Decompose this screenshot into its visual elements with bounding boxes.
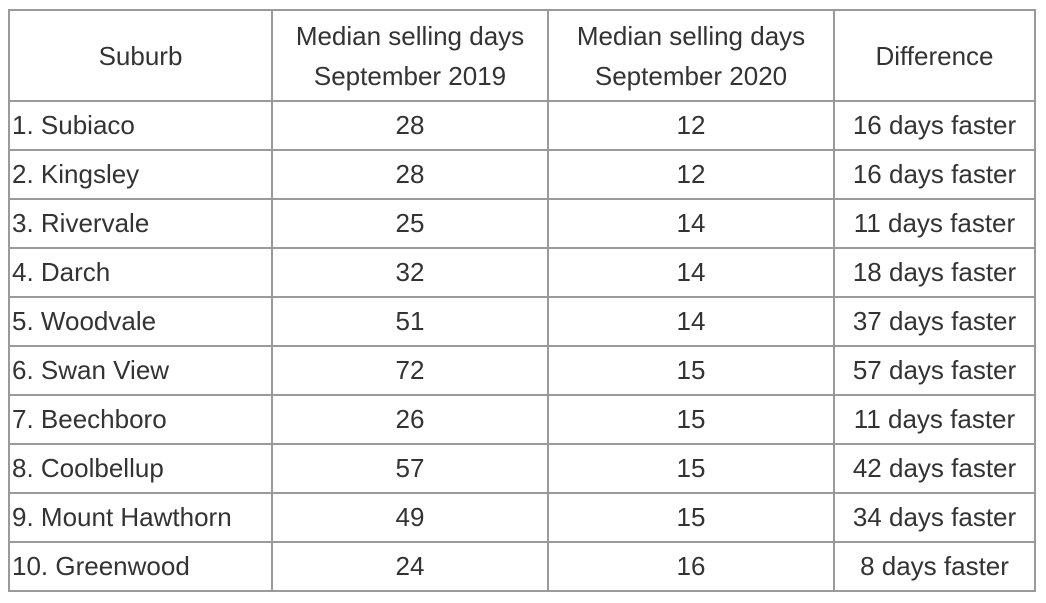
table-row: 3. Rivervale 25 14 11 days faster xyxy=(8,198,1036,249)
cell-suburb: 7. Beechboro xyxy=(8,394,273,445)
table-row: 4. Darch 32 14 18 days faster xyxy=(8,247,1036,298)
cell-suburb: 4. Darch xyxy=(8,247,273,298)
cell-days-2020: 15 xyxy=(547,394,835,445)
cell-days-2019: 32 xyxy=(271,247,549,298)
cell-days-2019: 26 xyxy=(271,394,549,445)
table-row: 2. Kingsley 28 12 16 days faster xyxy=(8,149,1036,200)
table-row: 7. Beechboro 26 15 11 days faster xyxy=(8,394,1036,445)
header-days-2020: Median selling days September 2020 xyxy=(547,9,835,102)
table-row: 5. Woodvale 51 14 37 days faster xyxy=(8,296,1036,347)
cell-days-2020: 15 xyxy=(547,492,835,543)
cell-days-2019: 25 xyxy=(271,198,549,249)
cell-days-2019: 51 xyxy=(271,296,549,347)
cell-days-2019: 57 xyxy=(271,443,549,494)
table-row: 1. Subiaco 28 12 16 days faster xyxy=(8,100,1036,151)
table-row: 10. Greenwood 24 16 8 days faster xyxy=(8,541,1036,592)
cell-suburb: 5. Woodvale xyxy=(8,296,273,347)
table-row: 9. Mount Hawthorn 49 15 34 days faster xyxy=(8,492,1036,543)
cell-days-2020: 15 xyxy=(547,345,835,396)
cell-days-2019: 49 xyxy=(271,492,549,543)
cell-difference: 57 days faster xyxy=(833,345,1036,396)
cell-suburb: 10. Greenwood xyxy=(8,541,273,592)
header-days-2020-line1: Median selling days xyxy=(576,20,806,51)
header-difference-label: Difference xyxy=(875,40,994,71)
cell-days-2020: 14 xyxy=(547,296,835,347)
cell-difference: 16 days faster xyxy=(833,100,1036,151)
cell-difference: 18 days faster xyxy=(833,247,1036,298)
cell-days-2020: 16 xyxy=(547,541,835,592)
table-row: 6. Swan View 72 15 57 days faster xyxy=(8,345,1036,396)
cell-days-2019: 72 xyxy=(271,345,549,396)
selling-days-table: Suburb Median selling days September 201… xyxy=(8,9,1036,592)
cell-days-2020: 14 xyxy=(547,247,835,298)
table-row: 8. Coolbellup 57 15 42 days faster xyxy=(8,443,1036,494)
header-suburb: Suburb xyxy=(8,9,273,102)
cell-days-2020: 12 xyxy=(547,149,835,200)
cell-days-2020: 14 xyxy=(547,198,835,249)
table-body: 1. Subiaco 28 12 16 days faster 2. Kings… xyxy=(8,100,1036,592)
header-difference: Difference xyxy=(833,9,1036,102)
cell-difference: 42 days faster xyxy=(833,443,1036,494)
cell-difference: 16 days faster xyxy=(833,149,1036,200)
cell-suburb: 1. Subiaco xyxy=(8,100,273,151)
table-header: Suburb Median selling days September 201… xyxy=(8,9,1036,102)
cell-days-2019: 28 xyxy=(271,149,549,200)
header-days-2019-line1: Median selling days xyxy=(295,20,525,51)
cell-difference: 8 days faster xyxy=(833,541,1036,592)
cell-difference: 11 days faster xyxy=(833,394,1036,445)
header-days-2020-line2: September 2020 xyxy=(594,60,788,91)
cell-suburb: 8. Coolbellup xyxy=(8,443,273,494)
cell-days-2019: 28 xyxy=(271,100,549,151)
cell-difference: 34 days faster xyxy=(833,492,1036,543)
cell-days-2019: 24 xyxy=(271,541,549,592)
cell-days-2020: 15 xyxy=(547,443,835,494)
header-suburb-label: Suburb xyxy=(98,40,183,71)
cell-suburb: 3. Rivervale xyxy=(8,198,273,249)
cell-difference: 11 days faster xyxy=(833,198,1036,249)
cell-suburb: 9. Mount Hawthorn xyxy=(8,492,273,543)
header-row: Suburb Median selling days September 201… xyxy=(8,9,1036,102)
cell-suburb: 6. Swan View xyxy=(8,345,273,396)
header-days-2019-line2: September 2019 xyxy=(313,60,507,91)
header-days-2019: Median selling days September 2019 xyxy=(271,9,549,102)
cell-suburb: 2. Kingsley xyxy=(8,149,273,200)
cell-difference: 37 days faster xyxy=(833,296,1036,347)
cell-days-2020: 12 xyxy=(547,100,835,151)
